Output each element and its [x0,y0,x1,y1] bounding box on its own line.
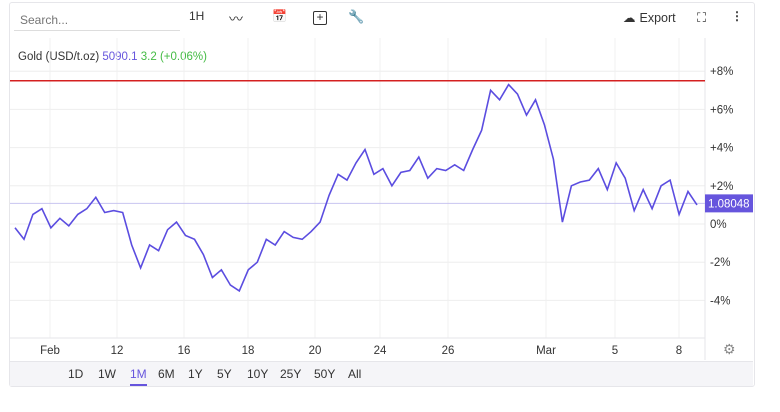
interval-button[interactable]: 1H [189,9,205,23]
y-tick-label: +2% [710,181,733,193]
x-tick-label: 8 [676,345,682,357]
export-button[interactable]: ☁ Export [623,10,676,26]
range-6m[interactable]: 6M [158,367,175,381]
settings-gear-icon[interactable]: ⚙ [723,341,736,357]
fullscreen-icon[interactable]: ⛶ [697,10,707,25]
x-tick-label: Mar [536,345,556,357]
range-50y[interactable]: 50Y [314,367,336,381]
y-tick-label: +8% [710,66,733,78]
y-tick-label: +4% [710,143,733,155]
x-tick-label: 12 [111,345,124,357]
x-tick-label: 16 [178,345,191,357]
range-10y[interactable]: 10Y [247,367,269,381]
cloud-download-icon: ☁ [623,11,636,25]
series-change: 3.2 (+0.06%) [140,51,207,63]
line-chart-icon[interactable]: 〰 [229,11,243,27]
y-tick-label: +6% [710,104,733,116]
y-tick-label: -4% [710,295,730,307]
range-25y[interactable]: 25Y [280,367,302,381]
series-price: 5090.1 [102,51,138,63]
calendar-icon[interactable]: 📅 [272,9,287,23]
x-tick-label: 24 [374,345,387,357]
range-1d[interactable]: 1D [68,367,84,381]
chart-frame [9,2,755,387]
current-value-badge [705,194,753,213]
add-indicator-icon[interactable]: + [313,11,327,25]
range-1m[interactable]: 1M [130,367,147,386]
more-menu-icon[interactable]: ⋮ [731,9,743,23]
export-label: Export [639,10,676,25]
y-tick-label: -2% [710,257,730,269]
gold-price-line [14,83,698,293]
search-input[interactable] [14,9,180,31]
range-1w[interactable]: 1W [98,367,116,381]
series-name: Gold (USD/t.oz) [18,51,100,63]
x-tick-label: 5 [612,345,618,357]
current-value-label: 1.08048 [708,198,750,210]
range-selector: 1D 1W 1M 6M 1Y 5Y 10Y 25Y 50Y All [10,361,753,386]
y-tick-label: 0% [710,219,727,231]
range-5y[interactable]: 5Y [217,367,232,381]
x-tick-label: 26 [442,345,455,357]
range-1y[interactable]: 1Y [188,367,203,381]
x-tick-label: Feb [40,345,60,357]
x-tick-label: 18 [242,345,255,357]
wrench-icon[interactable]: 🔧 [348,9,365,24]
x-tick-label: 20 [309,345,322,357]
legend: Gold (USD/t.oz) 5090.1 3.2 (+0.06%) [18,51,207,63]
range-all[interactable]: All [348,367,362,381]
